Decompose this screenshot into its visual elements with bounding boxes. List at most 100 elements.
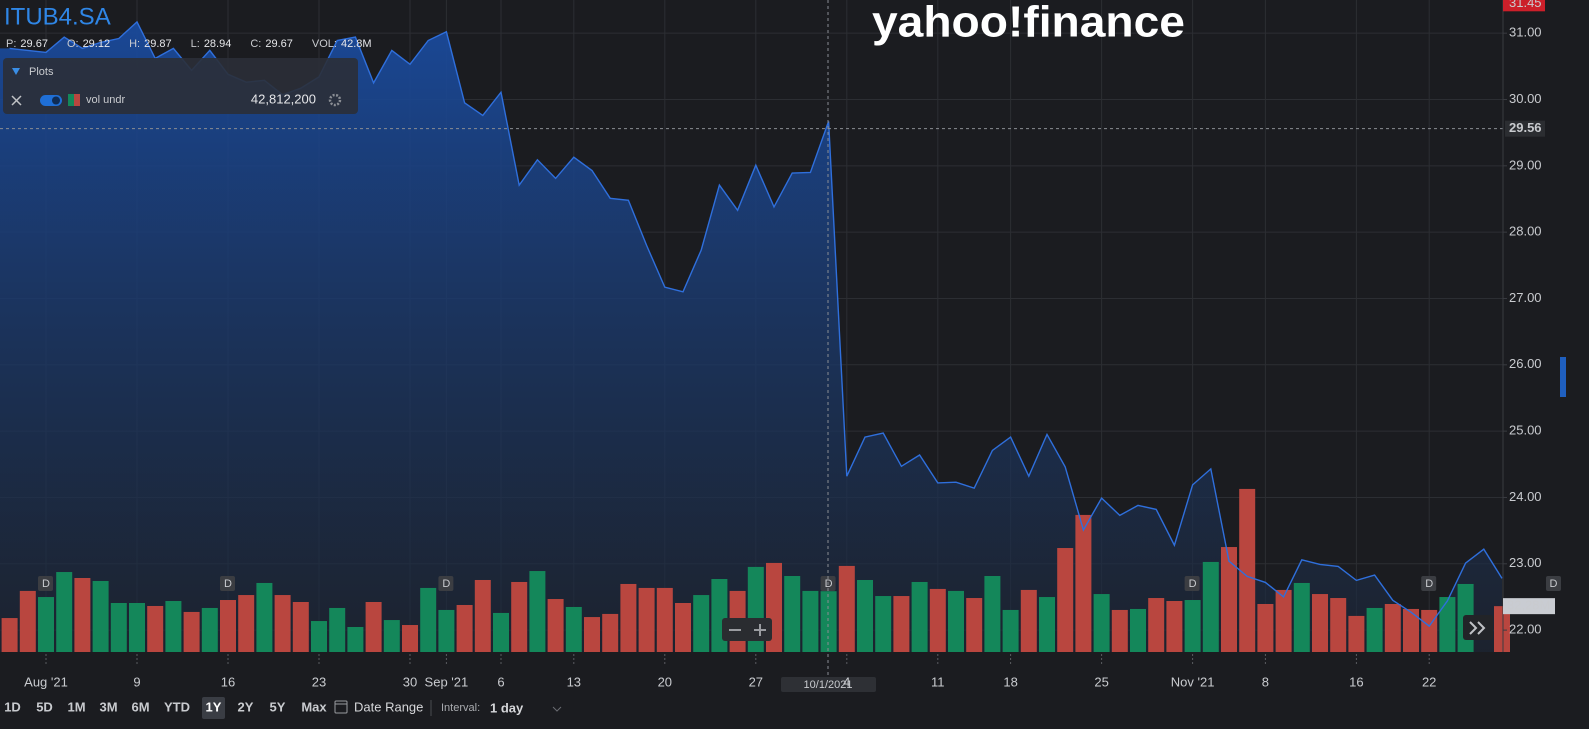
y-tick-label: 29.00: [1509, 157, 1542, 172]
x-tick-label: Nov '21: [1171, 674, 1215, 689]
volume-bar: [1312, 594, 1328, 652]
volume-bar: [129, 602, 145, 652]
quote-value: 29.12: [83, 38, 111, 50]
volume-bar: [74, 577, 91, 652]
volume-bar: [1111, 609, 1128, 652]
date-range[interactable]: Date Range: [354, 699, 423, 714]
toggle-knob: [52, 96, 60, 105]
range-button[interactable]: 3M: [99, 699, 117, 714]
event-badge[interactable]: [1184, 576, 1200, 591]
volume-bar: [329, 607, 346, 652]
volume-bar: [584, 617, 600, 652]
volume-bar: [292, 601, 309, 652]
volume-bar: [238, 595, 255, 652]
collapse-icon[interactable]: [12, 68, 20, 75]
range-button[interactable]: 1M: [67, 699, 85, 714]
volume-bar: [929, 588, 946, 652]
range-button[interactable]: 5Y: [270, 699, 286, 714]
x-tick-label: 9: [133, 674, 140, 689]
scroll-end-button[interactable]: [1463, 615, 1493, 640]
volume-bar: [1439, 597, 1456, 652]
range-button[interactable]: 1Y: [206, 699, 222, 714]
volume-bar: [857, 579, 873, 652]
x-tick-label: 30: [403, 674, 417, 689]
volume-bar: [311, 621, 327, 652]
x-tick-label: 25: [1094, 674, 1108, 689]
price-area-layer: [0, 21, 1502, 652]
y-tick-label: 23.00: [1509, 555, 1542, 570]
volume-bar: [1202, 561, 1219, 652]
volume-marker: 32,28M: [1507, 598, 1550, 613]
volume-bar: [565, 606, 582, 652]
range-button[interactable]: 1D: [4, 699, 21, 714]
volume-bar: [38, 597, 54, 652]
volume-bar: [1330, 598, 1347, 652]
y-tick-label: 25.00: [1509, 423, 1542, 438]
volume-bar: [1166, 601, 1183, 652]
volume-bar: [274, 595, 291, 652]
volume-bar: [1020, 589, 1037, 652]
logo: yahoo!finance: [872, 0, 1185, 47]
volume-bar: [493, 612, 509, 652]
volume-bar: [1257, 603, 1274, 652]
volume-bar: [1384, 603, 1401, 652]
range-button[interactable]: YTD: [164, 699, 190, 714]
ticker-title: ITUB4.SA: [4, 3, 111, 30]
volume-bar: [875, 596, 892, 652]
volume-bar: [547, 599, 564, 652]
event-badge[interactable]: [1546, 576, 1561, 591]
volume-bar: [347, 626, 364, 652]
y-tick-label: 22.00: [1509, 622, 1542, 637]
volume-bar: [1366, 607, 1383, 652]
quote-label: C:: [250, 38, 261, 50]
y-tick-label: 31.00: [1509, 25, 1542, 40]
interval-chevron[interactable]: [552, 706, 562, 712]
interval-value[interactable]: 1 day: [490, 700, 524, 715]
volume-bar: [1221, 547, 1237, 652]
quote-value: 28.94: [204, 38, 232, 50]
plot-value: 42,812,200: [251, 91, 316, 106]
y-tick-label: 26.00: [1509, 356, 1542, 371]
event-label: D: [1189, 578, 1197, 590]
volume-bar: [948, 590, 964, 652]
volume-bar: [1075, 514, 1092, 652]
volume-bar: [383, 620, 400, 652]
plots-title: Plots: [29, 66, 54, 78]
volume-bar: [511, 581, 528, 652]
price-marker-badge: [1503, 0, 1545, 12]
volume-bar: [1348, 615, 1365, 652]
event-badge[interactable]: [438, 576, 454, 591]
event-label: D: [42, 578, 50, 590]
volume-bar: [893, 596, 910, 652]
volume-bar: [1293, 582, 1310, 652]
volume-bar: [456, 604, 473, 652]
side-tab[interactable]: [1560, 357, 1566, 397]
range-button[interactable]: 2Y: [238, 699, 254, 714]
quote-value: 42.8M: [341, 38, 372, 50]
remove-icon[interactable]: [11, 95, 22, 106]
x-tick-label: 20: [658, 674, 672, 689]
range-button[interactable]: Max: [301, 699, 327, 714]
y-tick-label: 28.00: [1509, 224, 1542, 239]
volume-bar: [1002, 609, 1019, 652]
event-badge[interactable]: [220, 576, 235, 591]
range-button[interactable]: 6M: [131, 699, 149, 714]
volume-bar: [966, 598, 983, 652]
x-axis: Aug '21 9 16 23 30 Sep '21 6 13 20 27 4 11 18 25 Nov '…: [24, 654, 1436, 689]
volume-bar: [984, 576, 1001, 652]
volume-bar: [693, 595, 710, 652]
x-tick-label: 23: [312, 674, 326, 689]
x-tick-label: 6: [497, 674, 504, 689]
volume-bar: [1148, 598, 1165, 652]
volume-bar: [675, 602, 691, 652]
plot-name: vol undr: [86, 94, 125, 106]
event-badge[interactable]: [38, 576, 53, 591]
range-button[interactable]: 5D: [36, 699, 53, 714]
volume-bar: [1275, 589, 1292, 652]
event-badge[interactable]: [1421, 576, 1437, 591]
zoom-in[interactable]: [754, 624, 766, 636]
settings-icon[interactable]: [328, 93, 342, 107]
quote-label: P:: [6, 38, 16, 50]
